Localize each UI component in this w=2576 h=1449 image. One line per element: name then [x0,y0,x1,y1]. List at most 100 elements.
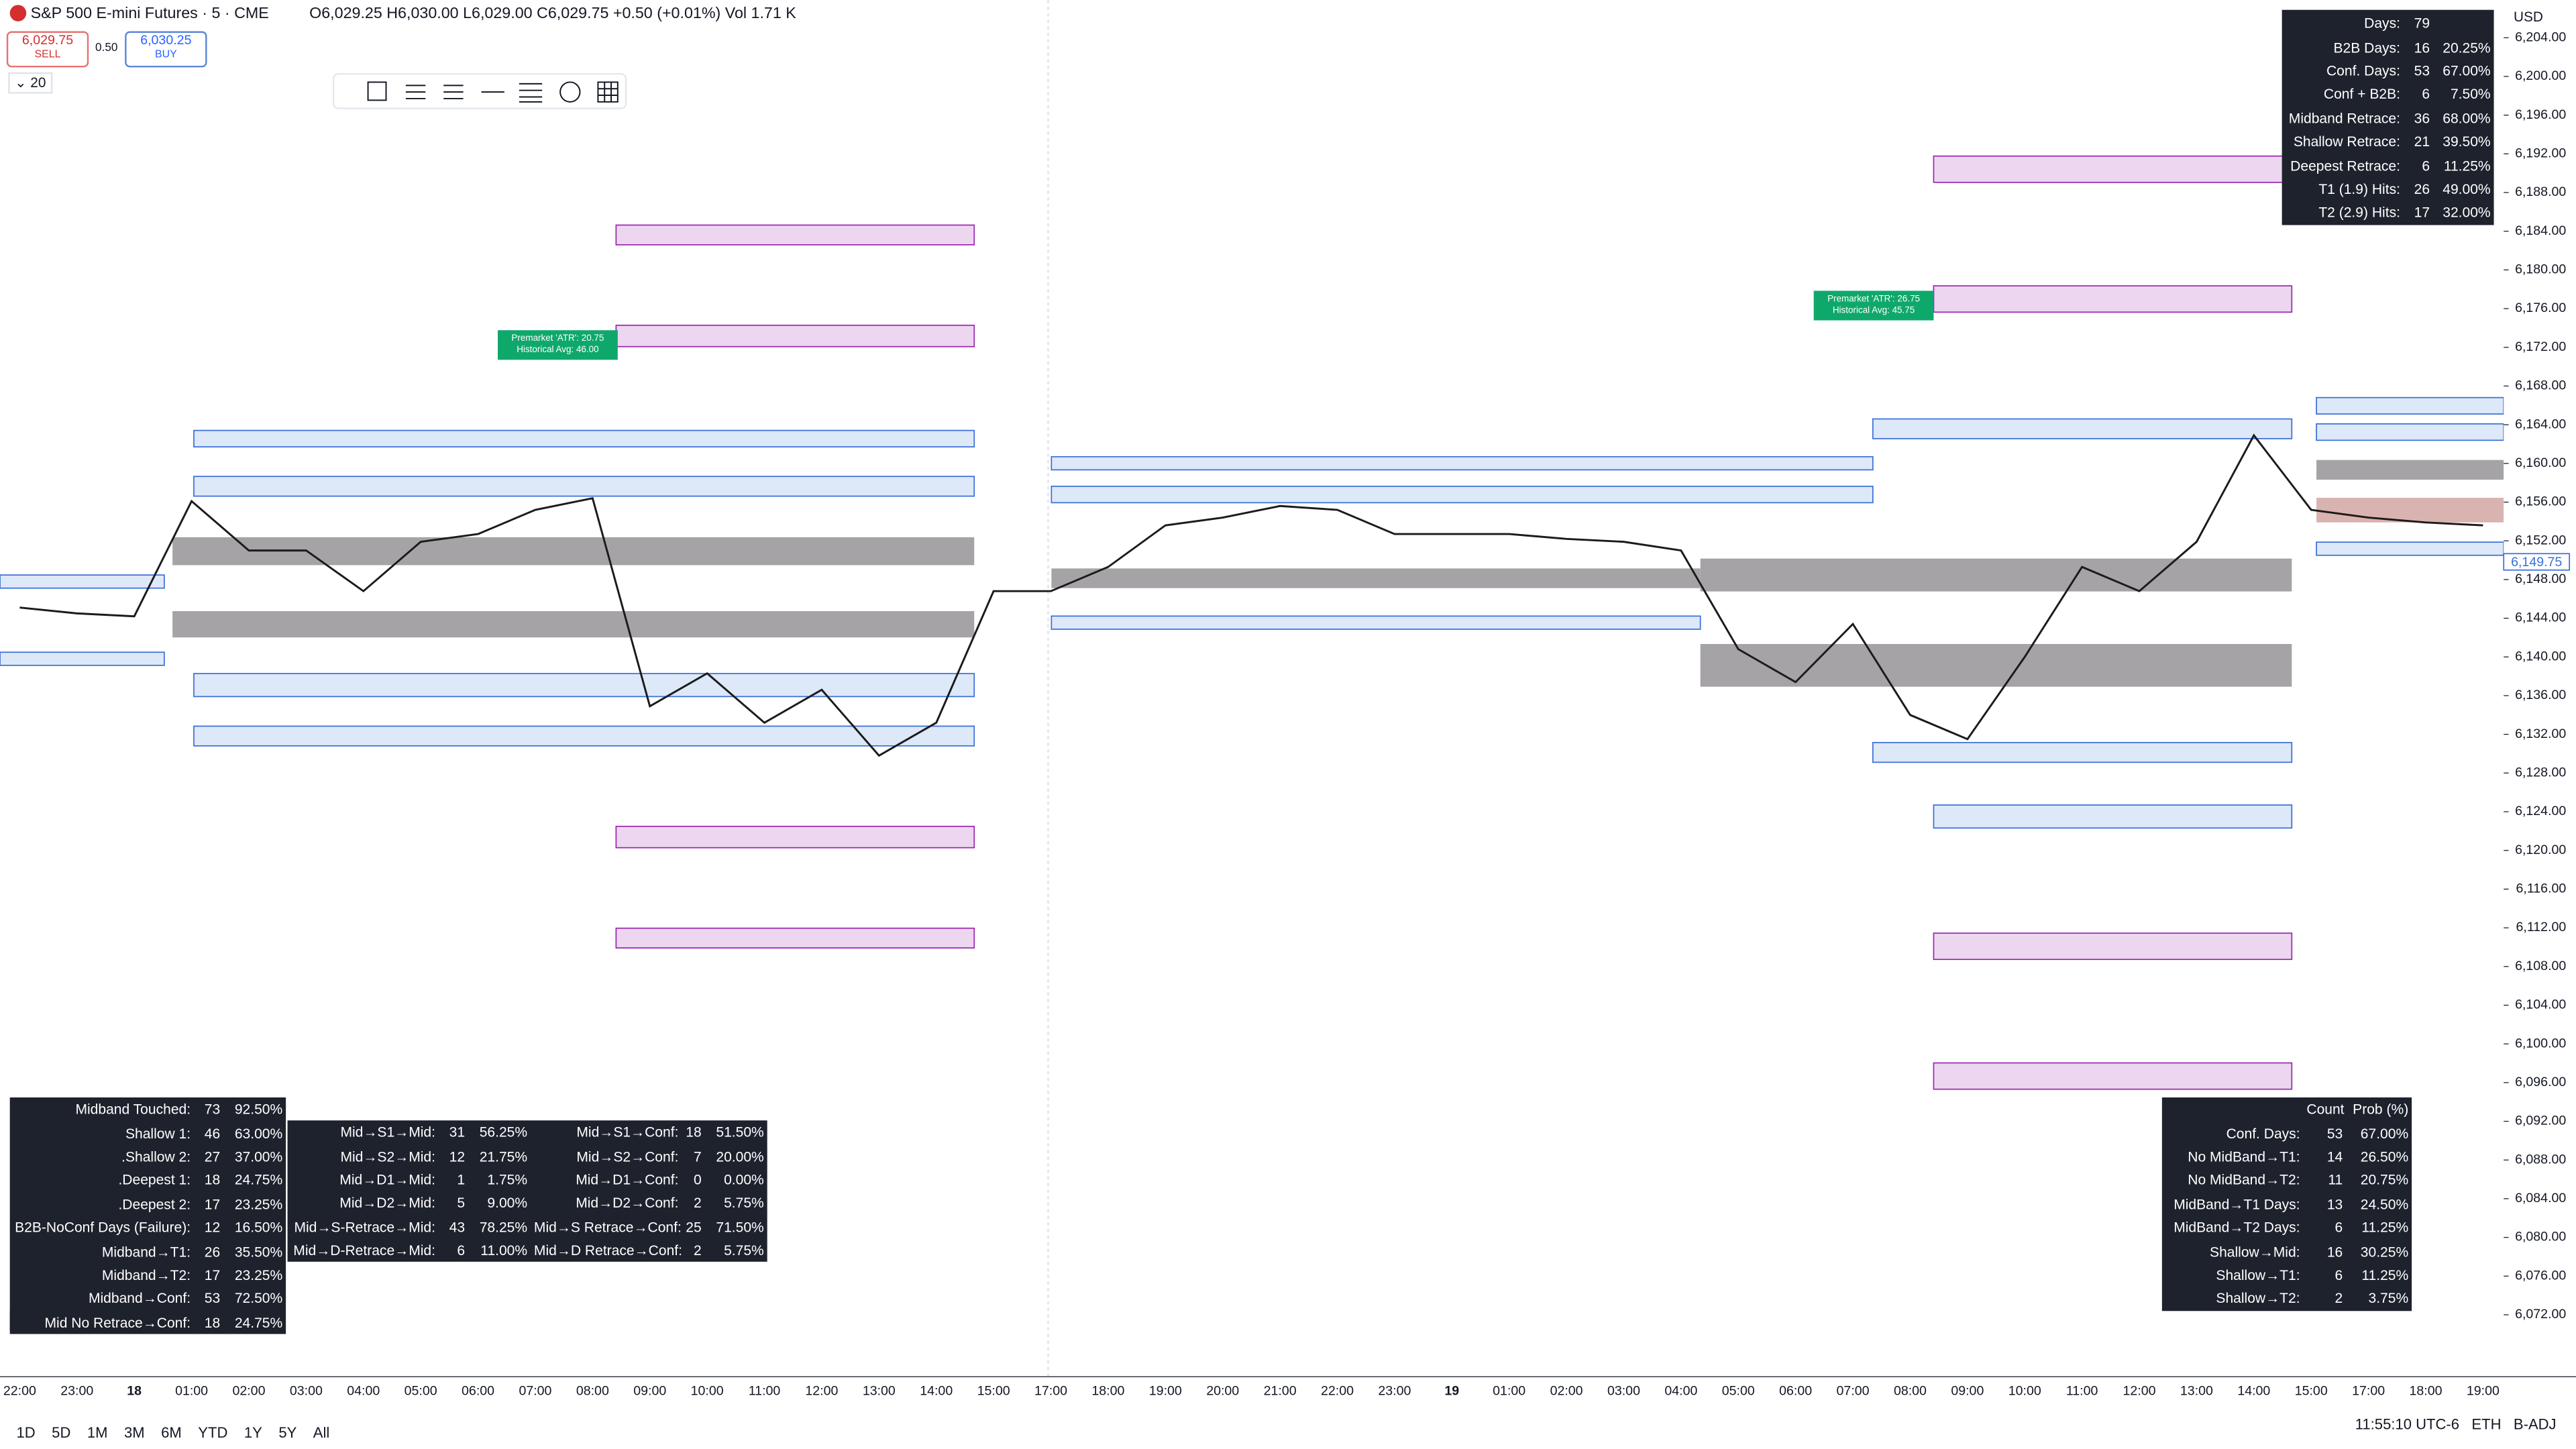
table-cell: Shallow 1: [125,1124,191,1142]
range-button[interactable]: YTD [198,1424,228,1441]
table-cell: .Shallow 2: [121,1148,191,1165]
table-cell: 56.25% [479,1124,528,1141]
range-button[interactable]: 5Y [278,1424,297,1441]
range-button[interactable]: 6M [161,1424,182,1441]
table-cell: Prob (%) [2353,1101,2409,1118]
table-cell: 1.75% [487,1171,528,1188]
interval: 20 [30,74,46,91]
buy-button[interactable]: 6,030.25 BUY [125,31,207,68]
table-cell: 13 [2326,1195,2343,1212]
table-row: Midband→T2: 17 23.25% [10,1263,286,1287]
y-tick-label: 6,168.00 [2515,378,2566,393]
table-cell: T1 (1.9) Hits: [2318,180,2400,197]
y-tick-label: 6,124.00 [2515,804,2566,818]
table-cell: 6 [2334,1219,2343,1236]
table-cell: 2 [2334,1290,2343,1307]
x-tick-label: 11:00 [749,1383,781,1398]
y-tick-label: 6,084.00 [2515,1191,2566,1205]
y-tick-label: 6,152.00 [2515,533,2566,547]
y-tick-label: 6,092.00 [2515,1114,2566,1128]
x-tick-label: 01:00 [175,1383,208,1398]
table-cell: 6 [2422,156,2430,174]
table-cell: 35.50% [234,1242,283,1260]
y-tick-label: 6,072.00 [2515,1307,2566,1322]
table-cell: 53 [204,1290,221,1307]
table-cell: 26 [2414,180,2430,197]
x-tick-label: 09:00 [633,1383,666,1398]
range-button[interactable]: 1D [16,1424,36,1441]
table-cell: 16.50% [234,1219,283,1236]
y-tick-label: 6,196.00 [2515,107,2566,122]
interval-toggle[interactable]: ⌄ 20 [8,72,53,94]
x-tick-label: 14:00 [920,1383,953,1398]
x-tick-label: 06:00 [1779,1383,1812,1398]
table-cell: 92.50% [234,1101,283,1118]
session[interactable]: ETH [2471,1416,2502,1433]
table-cell: 18 [686,1124,702,1141]
table-row: Mid No Retrace→Conf: 18 24.75% [10,1310,286,1334]
y-tick-label: 6,076.00 [2515,1268,2566,1283]
table-cell: 36 [2414,109,2430,126]
table-cell: Midband→T1: [101,1242,191,1260]
table-cell: 23.25% [234,1266,283,1283]
table-cell: 51.50% [716,1124,764,1141]
x-tick-label: 03:00 [1607,1383,1640,1398]
table-row: Shallow→T1: 6 11.25% [2162,1263,2412,1287]
ohlc: O6,029.25 H6,030.00 L6,029.00 C6,029.75 … [309,5,721,23]
price-axis [2504,0,2576,1377]
range-button[interactable]: 1Y [244,1424,262,1441]
annotation-box [1813,290,1934,321]
table-cell: Mid→S2→Mid: [340,1147,435,1165]
table-cell: 53 [2326,1124,2343,1142]
x-tick-label: 07:00 [1837,1383,1870,1398]
x-tick-label: 18:00 [2410,1383,2443,1398]
table-cell: 7 [694,1147,702,1165]
table-row: .Deepest 2: 17 23.25% [10,1192,286,1216]
table-row: B2B Days: 16 20.25% [2282,35,2494,58]
table-cell: 2 [694,1242,702,1259]
adjust[interactable]: B-ADJ [2513,1416,2557,1433]
table-cell: Mid→S1→Mid: [340,1124,435,1141]
range-button[interactable]: 5D [52,1424,71,1441]
x-tick-label: 22:00 [3,1383,36,1398]
table-row: No MidBand→T2: 11 20.75% [2162,1169,2412,1192]
table-cell: Mid→D2→Mid: [339,1195,435,1212]
table-cell: 30.25% [2360,1242,2409,1260]
x-tick-label: 19 [1444,1383,1459,1398]
table-cell: 11.00% [480,1242,528,1259]
table-cell: 6 [457,1242,466,1259]
table-cell: 23.25% [234,1195,283,1212]
range-button[interactable]: 3M [124,1424,145,1441]
y-tick-label: 6,144.00 [2515,610,2566,625]
x-tick-label: 21:00 [1264,1383,1297,1398]
y-tick-label: 6,088.00 [2515,1152,2566,1167]
x-tick-label: 08:00 [576,1383,609,1398]
annotation-text: Historical Avg: 45.75 [1833,305,1915,315]
table-cell: 21.75% [479,1147,528,1165]
y-tick-label: 6,192.00 [2515,146,2566,160]
y-tick-label: 6,108.00 [2515,959,2566,973]
table-cell: Mid→S Retrace→Conf: [533,1218,682,1236]
table-row: Shallow Retrace: 21 39.50% [2282,129,2494,153]
range-button[interactable]: 1M [87,1424,108,1441]
table-cell: 1 [457,1171,466,1188]
x-tick-label: 10:00 [2008,1383,2041,1398]
table-row: B2B-NoConf Days (Failure): 12 16.50% [10,1216,286,1239]
table-cell: 32.00% [2443,204,2491,221]
stats-table: Count Prob (%) Conf. Days: 53 67.00% No MidBa… [2161,1097,2412,1311]
table-row: Shallow→Mid: 16 30.25% [2162,1239,2412,1263]
buy-label: BUY [154,49,177,61]
range-button[interactable]: All [313,1424,330,1441]
table-row: MidBand→T2 Days: 6 11.25% [2162,1216,2412,1239]
y-tick-label: 6,120.00 [2515,843,2566,857]
table-cell: 39.50% [2443,133,2491,150]
x-tick-label: 19:00 [1149,1383,1182,1398]
sell-button[interactable]: 6,029.75 SELL [6,31,89,68]
x-tick-label: 09:00 [1951,1383,1984,1398]
table-cell: Mid→D-Retrace→Mid: [293,1242,435,1259]
y-tick-label: 6,112.00 [2516,920,2567,934]
spread: 0.50 [95,42,118,54]
y-tick-label: 6,128.00 [2515,765,2566,780]
